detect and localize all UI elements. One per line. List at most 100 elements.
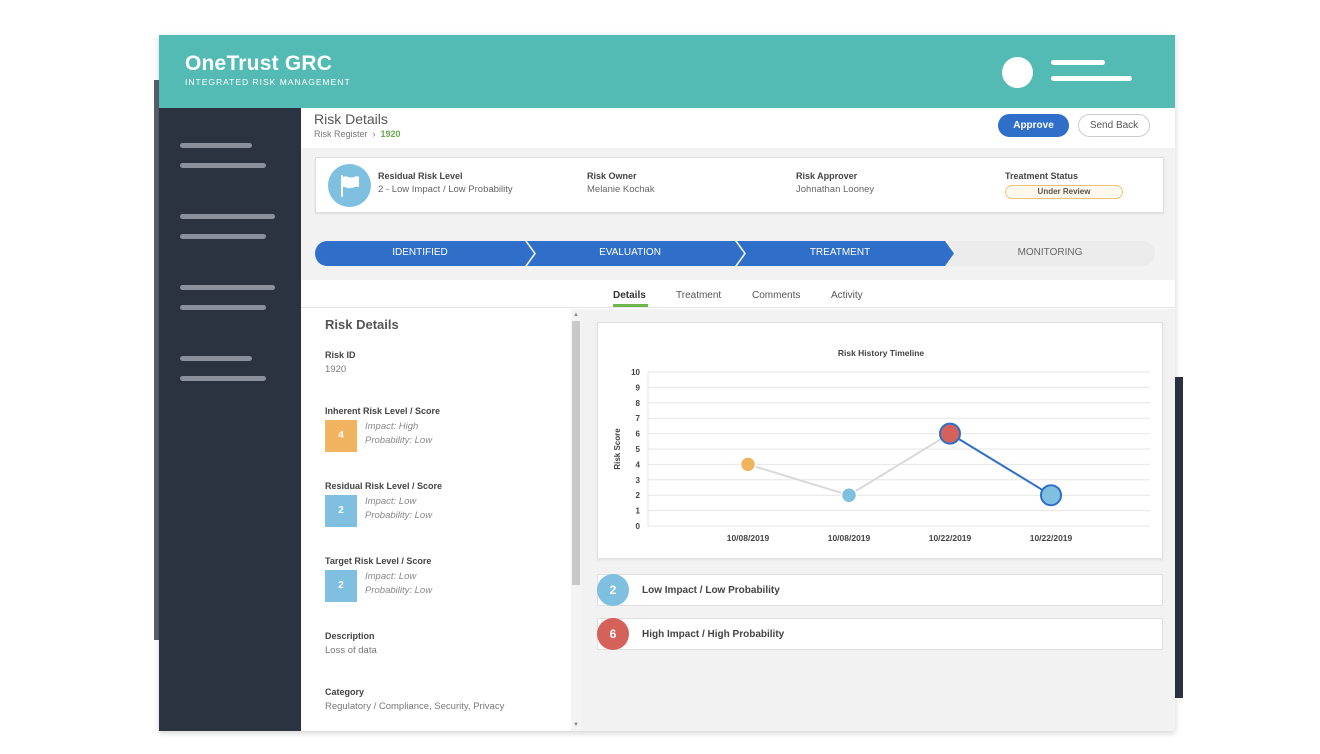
chart-title: Risk History Timeline bbox=[838, 348, 925, 358]
data-point-3 bbox=[1040, 484, 1062, 507]
breadcrumb: Risk Register › 1920 bbox=[314, 129, 401, 139]
risk-owner-label: Risk Owner bbox=[587, 171, 637, 181]
sidebar-item-3-sub[interactable] bbox=[180, 305, 266, 310]
tabs-bar: Details Treatment Comments Activity bbox=[301, 280, 1175, 308]
stage-stepper: IDENTIFIED EVALUATION TREATMENT MONITORI… bbox=[315, 241, 1155, 266]
risk-owner-summary: Risk Owner Melanie Kochak bbox=[587, 171, 655, 195]
risk-history-chart-card: Risk History Timeline Risk Score 0 1 2 3 4 5 6 7 8… bbox=[597, 322, 1163, 559]
residual-impact: Impact: Low bbox=[365, 496, 417, 507]
target-probability: Probability: Low bbox=[365, 585, 433, 596]
y-tick-label-5: 5 bbox=[636, 445, 641, 454]
risk-details-panel: Risk Details Risk ID 1920 Inherent Risk … bbox=[301, 309, 571, 731]
category-value: Regulatory / Compliance, Security, Priva… bbox=[325, 701, 505, 712]
y-tick-label-10: 10 bbox=[631, 368, 640, 377]
target-risk-label: Target Risk Level / Score bbox=[325, 556, 432, 566]
y-tick-label-4: 4 bbox=[636, 460, 641, 469]
risk-approver-label: Risk Approver bbox=[796, 171, 858, 181]
app-window: OneTrust GRC INTEGRATED RISK MANAGEMENT … bbox=[159, 35, 1175, 731]
y-tick-label-9: 9 bbox=[636, 383, 641, 392]
stage-identified[interactable] bbox=[315, 241, 534, 266]
risk-summary-card: Residual Risk Level 2 - Low Impact / Low… bbox=[315, 157, 1164, 213]
active-tab-indicator bbox=[613, 304, 648, 307]
x-tick-label-3: 10/22/2019 bbox=[1030, 533, 1073, 543]
risk-id-label: Risk ID bbox=[325, 350, 356, 360]
page-title: Risk Details bbox=[314, 111, 388, 127]
background-accent-left bbox=[154, 80, 159, 640]
status-badge: Under Review bbox=[1005, 185, 1123, 199]
main-content: Risk Details Risk Register › 1920 Approve … bbox=[301, 108, 1175, 731]
app-name: OneTrust GRC bbox=[185, 52, 333, 75]
y-tick-label-0: 0 bbox=[636, 522, 641, 531]
risk-approver-summary: Risk Approver Johnathan Looney bbox=[796, 171, 874, 195]
residual-risk-detail-label: Residual Risk Level / Score bbox=[325, 481, 443, 491]
sidebar-item-1[interactable] bbox=[180, 143, 252, 148]
approve-button[interactable]: Approve bbox=[998, 114, 1069, 137]
y-tick-label-6: 6 bbox=[636, 430, 641, 439]
send-back-button[interactable]: Send Back bbox=[1078, 114, 1150, 137]
scroll-down-icon[interactable]: ▼ bbox=[573, 722, 579, 728]
tab-treatment[interactable]: Treatment bbox=[676, 290, 722, 301]
inherent-probability: Probability: Low bbox=[365, 435, 433, 446]
stage-treatment[interactable] bbox=[737, 241, 954, 266]
target-score-box: 2 bbox=[325, 570, 357, 602]
risk-id-value: 1920 bbox=[325, 364, 347, 375]
tab-activity[interactable]: Activity bbox=[831, 290, 863, 301]
risk-approver-value[interactable]: Johnathan Looney bbox=[796, 184, 875, 195]
details-title: Risk Details bbox=[325, 317, 399, 332]
target-impact: Impact: Low bbox=[365, 571, 417, 582]
treatment-status-summary: Treatment Status Under Review bbox=[1005, 171, 1123, 199]
y-axis-label: Risk Score bbox=[613, 428, 622, 470]
legend-row-high: 6 High Impact / High Probability bbox=[597, 618, 1163, 650]
tab-comments[interactable]: Comments bbox=[752, 290, 801, 301]
stage-evaluation[interactable] bbox=[527, 241, 744, 266]
y-tick-label-8: 8 bbox=[636, 399, 641, 408]
risk-history-chart: Risk History Timeline Risk Score 0 1 2 3 4 5 6 7 8… bbox=[613, 348, 1150, 543]
category-label: Category bbox=[325, 687, 365, 697]
risk-owner-value[interactable]: Melanie Kochak bbox=[587, 184, 655, 195]
inherent-score-box: 4 bbox=[325, 420, 357, 452]
stage-identified-label: IDENTIFIED bbox=[392, 247, 448, 258]
breadcrumb-separator: › bbox=[372, 129, 376, 139]
legend-high-label: High Impact / High Probability bbox=[642, 629, 785, 640]
x-tick-label-0: 10/08/2019 bbox=[727, 533, 770, 543]
description-label: Description bbox=[325, 631, 375, 641]
breadcrumb-parent[interactable]: Risk Register bbox=[314, 129, 368, 139]
scrollbar-thumb[interactable] bbox=[572, 321, 580, 585]
sidebar-item-3[interactable] bbox=[180, 285, 275, 290]
brand-logo[interactable]: OneTrust GRC INTEGRATED RISK MANAGEMENT bbox=[185, 52, 351, 87]
sidebar-item-4[interactable] bbox=[180, 356, 252, 361]
y-tick-label-2: 2 bbox=[636, 491, 641, 500]
data-point-1 bbox=[840, 486, 858, 504]
residual-probability: Probability: Low bbox=[365, 510, 433, 521]
y-tick-label-7: 7 bbox=[636, 414, 641, 423]
residual-score-box: 2 bbox=[325, 495, 357, 527]
sidebar-item-4-sub[interactable] bbox=[180, 376, 266, 381]
stage-monitoring[interactable] bbox=[947, 241, 1155, 266]
menu-icon[interactable] bbox=[1051, 60, 1133, 85]
risk-history-panel: Risk History Timeline Risk Score 0 1 2 3 4 5 6 7 8… bbox=[581, 309, 1175, 731]
sidebar-item-2[interactable] bbox=[180, 214, 275, 219]
x-tick-label-1: 10/08/2019 bbox=[828, 533, 871, 543]
residual-risk-label: Residual Risk Level bbox=[378, 171, 463, 181]
residual-risk-value: 2 - Low Impact / Low Probability bbox=[378, 184, 513, 195]
details-scrollbar[interactable]: ▲ ▼ bbox=[571, 309, 581, 731]
legend-low-label: Low Impact / Low Probability bbox=[642, 585, 780, 596]
stage-evaluation-label: EVALUATION bbox=[599, 247, 661, 258]
tab-details[interactable]: Details bbox=[613, 290, 646, 301]
app-subtitle: INTEGRATED RISK MANAGEMENT bbox=[185, 77, 351, 87]
target-score-meta: Impact: Low Probability: Low bbox=[365, 570, 432, 598]
flag-icon bbox=[328, 164, 371, 207]
sidebar-item-1-sub[interactable] bbox=[180, 163, 266, 168]
inherent-risk-label: Inherent Risk Level / Score bbox=[325, 406, 441, 416]
series-segment-2 bbox=[949, 432, 1052, 497]
residual-risk-summary: Residual Risk Level 2 - Low Impact / Low… bbox=[378, 171, 513, 195]
top-bar: OneTrust GRC INTEGRATED RISK MANAGEMENT bbox=[159, 35, 1175, 108]
sidebar-item-2-sub[interactable] bbox=[180, 234, 266, 239]
description-value: Loss of data bbox=[325, 645, 377, 656]
legend-row-low: 2 Low Impact / Low Probability bbox=[597, 574, 1163, 606]
user-avatar[interactable] bbox=[1002, 57, 1033, 88]
breadcrumb-current: 1920 bbox=[380, 129, 401, 139]
legend-low-score: 2 bbox=[597, 574, 629, 606]
scroll-up-icon[interactable]: ▲ bbox=[573, 312, 579, 318]
sidebar bbox=[159, 108, 301, 731]
